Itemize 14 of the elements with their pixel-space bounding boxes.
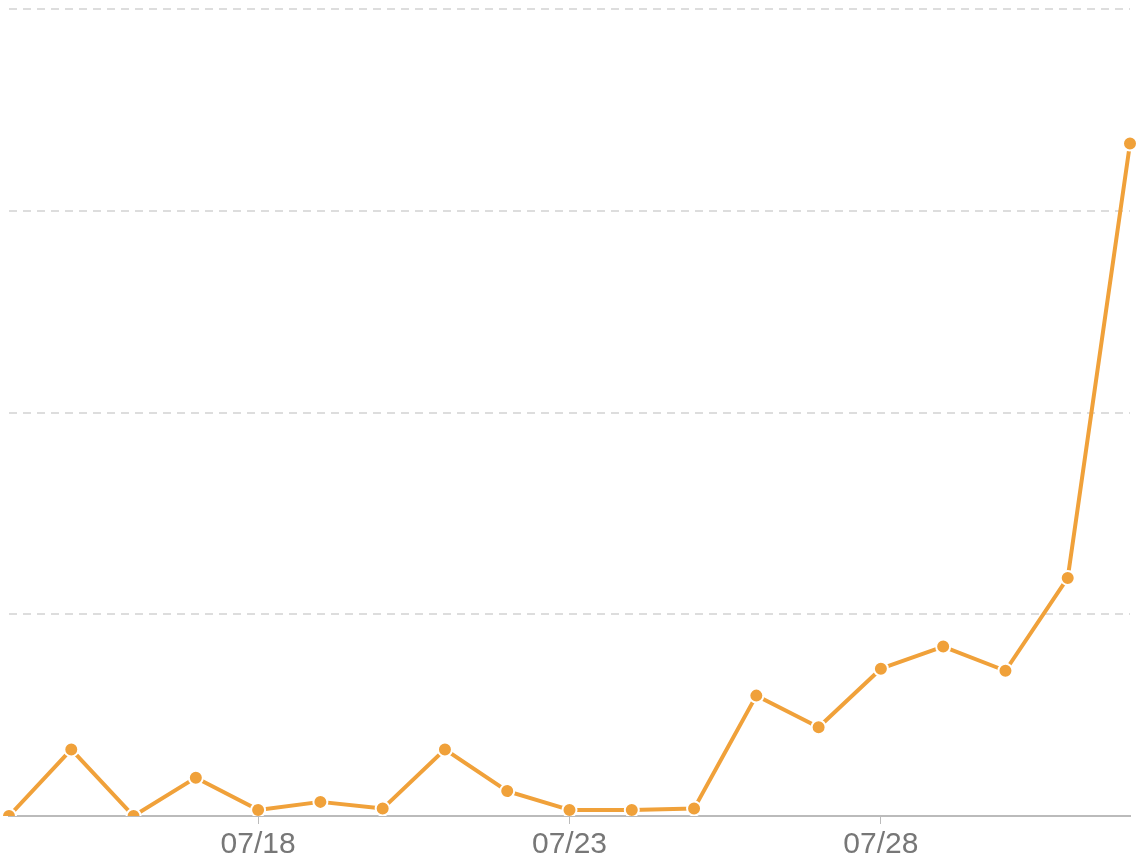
point [810, 719, 827, 736]
point [1059, 569, 1076, 586]
point [1122, 135, 1138, 152]
point [997, 662, 1014, 679]
x-tick-label: 07/18 [220, 826, 296, 860]
point [872, 660, 889, 677]
x-tick-label: 07/23 [531, 826, 608, 860]
point [436, 741, 453, 758]
point [748, 687, 765, 704]
point [374, 800, 391, 816]
point [935, 638, 952, 655]
point [187, 769, 204, 786]
x-tick-label: 07/28 [843, 826, 919, 860]
point [63, 741, 80, 758]
